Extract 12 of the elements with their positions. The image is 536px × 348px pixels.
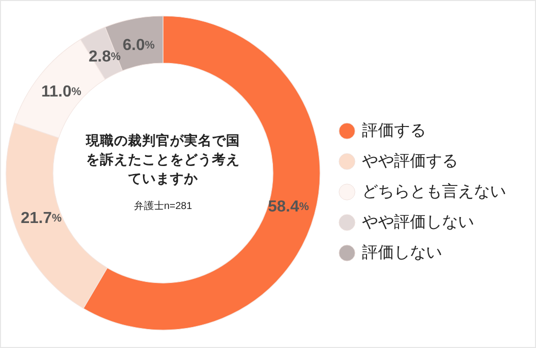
text: 現職の裁判官が実名で国を訴えたことをどう考えていますか	[85, 132, 240, 186]
legend-label: やや評価しない	[362, 213, 474, 231]
legend-label: 評価しない	[362, 244, 442, 262]
legend-label: どちらとも言えない	[362, 182, 506, 200]
data-label: 2.8%	[88, 48, 121, 66]
data-label: 58.4%	[268, 198, 310, 216]
data-label: 6.0%	[122, 36, 155, 54]
text: 弁護士n=281	[134, 200, 192, 212]
data-label: 11.0%	[41, 84, 82, 101]
legend-label: やや評価する	[362, 152, 458, 170]
legend-label: 評価する	[362, 122, 426, 140]
data-label: 21.7%	[20, 210, 62, 227]
